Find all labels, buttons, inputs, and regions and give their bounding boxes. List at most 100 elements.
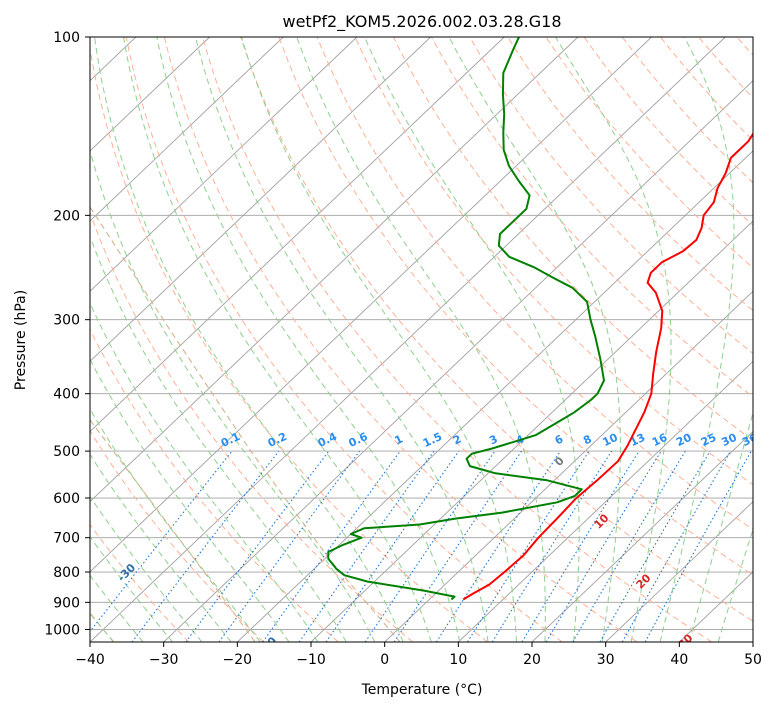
x-tick-label: 20 <box>523 652 541 668</box>
dry-adiabat-line <box>431 37 753 398</box>
x-tick-label: 10 <box>449 652 467 668</box>
mixing-ratio-label: 16 <box>650 431 670 449</box>
moist-adiabat-line <box>90 408 261 642</box>
background-lines <box>90 37 753 642</box>
isotherm-line <box>90 37 726 642</box>
moist-adiabat-line <box>717 527 753 642</box>
x-tick-label: −20 <box>223 652 253 668</box>
mixing-ratio-line <box>262 450 401 642</box>
y-tick-label: 400 <box>53 387 80 403</box>
mixing-ratio-line <box>325 450 460 642</box>
moist-adiabat-line <box>659 37 735 642</box>
dry-adiabat-line <box>240 37 753 622</box>
moist-adiabat-line <box>123 37 432 642</box>
moist-adiabat-line <box>195 37 489 642</box>
moist-adiabat-line <box>94 37 404 642</box>
dry-adiabat-line <box>354 37 753 486</box>
isotherm-line <box>90 37 284 222</box>
isotherm-line <box>90 37 579 503</box>
dry-adiabat-line <box>163 37 638 642</box>
mixing-ratio-line <box>644 450 752 642</box>
mixing-ratio-line <box>185 450 330 642</box>
moist-adiabat-line <box>90 148 376 642</box>
dry-adiabat-line <box>90 211 414 642</box>
y-tick-label: 500 <box>53 444 80 460</box>
profile-series <box>327 37 753 601</box>
moist-adiabat-line <box>448 37 621 642</box>
x-tick-label: −40 <box>75 652 105 668</box>
temperature-profile-line <box>462 132 753 601</box>
chart-title: wetPf2_KOM5.2026.002.03.28.G18 <box>282 12 561 32</box>
mixing-ratio-line <box>521 450 640 642</box>
isotherm-line <box>237 150 753 642</box>
moist-adiabat-line <box>296 37 546 642</box>
moist-adiabat-line <box>90 235 347 642</box>
y-tick-label: 600 <box>53 491 80 507</box>
moist-adiabat-line <box>241 37 517 642</box>
moist-adiabat-label: 30 <box>676 631 696 651</box>
isotherm-line <box>384 290 753 642</box>
moist-adiabat-line <box>90 358 290 642</box>
x-axis-ticks: −40 −30 −20 −10 0 10 20 30 40 50 <box>75 642 762 668</box>
mixing-ratio-label: 36 <box>740 431 760 449</box>
isotherm-line <box>458 360 753 642</box>
reference-curve-line <box>90 206 401 642</box>
dry-adiabat-line <box>125 37 563 642</box>
isotherm-line <box>531 430 753 642</box>
mixing-ratio-line <box>364 450 496 642</box>
mixing-ratio-line <box>393 450 523 642</box>
y-axis-ticks: 100 200 300 400 500 600 700 800 900 1000 <box>44 30 90 638</box>
y-tick-label: 900 <box>53 595 80 611</box>
dry-adiabat-line <box>202 37 712 642</box>
mixing-ratio-line <box>218 450 361 642</box>
dry-adiabat-line <box>90 328 339 642</box>
x-tick-label: −10 <box>296 652 326 668</box>
dry-adiabat-line <box>469 37 753 355</box>
isotherm-line <box>90 37 652 573</box>
x-axis-label: Temperature (°C) <box>361 682 483 698</box>
dry-adiabat-line <box>392 37 753 442</box>
isotherm-line <box>90 37 358 292</box>
moist-adiabat-line <box>688 410 753 642</box>
isotherm-line <box>310 220 753 642</box>
isotherm-line <box>90 37 505 433</box>
moist-adiabat-line <box>90 453 232 642</box>
x-tick-label: 40 <box>670 652 688 668</box>
moist-adiabat-line <box>364 37 580 642</box>
x-tick-label: 30 <box>597 652 615 668</box>
dry-adiabat-line <box>316 37 753 531</box>
moist-adiabat-line <box>555 37 672 642</box>
y-tick-label: 700 <box>53 531 80 547</box>
moist-adiabat-line <box>90 535 173 642</box>
moist-adiabat-line <box>156 37 461 642</box>
isotherm-line <box>163 80 753 642</box>
moist-adiabat-line <box>90 302 319 642</box>
isotherm-line <box>90 37 210 152</box>
y-tick-label: 200 <box>53 208 80 224</box>
mixing-ratio-label: 20 <box>674 431 694 449</box>
mixing-ratio-label: 30 <box>719 431 739 449</box>
y-axis-label: Pressure (hPa) <box>13 290 29 390</box>
x-tick-label: −30 <box>149 652 179 668</box>
mixing-ratio-line <box>467 450 590 642</box>
isotherm-line <box>90 37 431 362</box>
dry-adiabat-line <box>90 45 488 642</box>
dry-adiabat-line <box>507 37 753 312</box>
mixing-ratio-line <box>621 450 732 642</box>
mixing-ratio-line <box>435 450 561 642</box>
isotherm-line <box>605 501 753 642</box>
dewpoint-profile-line <box>327 37 605 601</box>
moist-adiabat-line <box>90 574 144 642</box>
x-tick-label: 50 <box>744 652 762 668</box>
mixing-ratio-label: 25 <box>699 431 718 449</box>
x-tick-label: 0 <box>380 652 389 668</box>
moist-adiabat-line <box>90 495 203 642</box>
dry-adiabat-line <box>278 37 753 576</box>
reference-curve-line <box>90 419 256 642</box>
dry-adiabat-label: -20 <box>256 634 279 657</box>
mixing-ratio-line <box>298 450 435 642</box>
y-tick-label: 100 <box>53 30 80 46</box>
plot-frame <box>89 36 754 643</box>
